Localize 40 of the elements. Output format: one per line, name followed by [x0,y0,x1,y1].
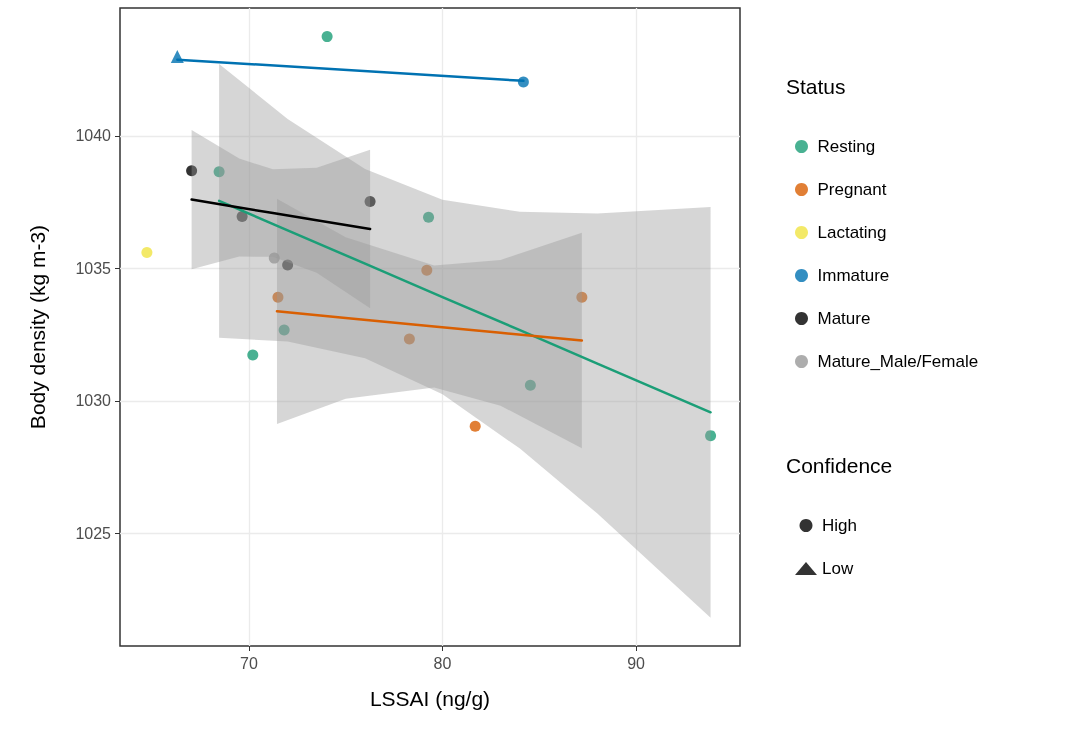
point [213,166,225,178]
point [524,379,536,391]
point [236,211,248,223]
legend-label: Mature_Male/Female [817,352,979,371]
x-tick-label: 80 [433,654,452,672]
legend-title: Status [786,75,846,98]
line-series [190,198,372,231]
line-series [275,310,584,342]
legend-label: Resting [817,137,876,156]
legend-label: Immature [817,266,890,285]
point [268,252,280,264]
point [247,349,259,361]
y-tick-label: 1035 [75,259,112,277]
y-tick-label: 1030 [75,392,112,410]
point [469,420,481,432]
legend-label: Pregnant [817,180,887,199]
x-tick-label: 70 [240,654,258,672]
x-axis-title: LSSAI (ng/g) [369,687,491,710]
point [141,247,153,259]
point [403,333,415,345]
legend-label: High [822,516,857,535]
legend-label: Mature [817,309,871,328]
point [423,211,435,223]
point [272,291,284,303]
legend-label: Lactating [817,223,887,242]
point [186,165,198,177]
x-tick-label: 90 [627,654,646,672]
point [421,264,433,276]
point [321,31,333,43]
y-axis-title: Body density (kg m-3) [26,224,49,430]
y-tick-label: 1040 [75,127,112,145]
point [364,195,376,207]
text: Confidence [786,454,893,477]
line-series [217,199,712,414]
point [282,259,294,271]
y-tick-label: 1025 [75,524,112,542]
legend-label: Low [822,559,854,578]
point [278,324,290,336]
point [576,291,588,303]
point [705,430,717,442]
